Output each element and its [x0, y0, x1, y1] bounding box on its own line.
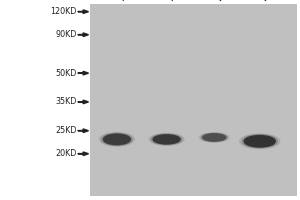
Ellipse shape — [242, 135, 278, 148]
Ellipse shape — [149, 133, 184, 145]
Ellipse shape — [153, 135, 180, 144]
Ellipse shape — [151, 134, 182, 145]
Text: Hela: Hela — [117, 0, 140, 2]
Text: 120KD: 120KD — [50, 7, 76, 16]
Ellipse shape — [99, 132, 134, 146]
Text: Brain: Brain — [214, 0, 239, 2]
Text: 50KD: 50KD — [55, 69, 76, 78]
Text: Brain: Brain — [260, 0, 285, 2]
Ellipse shape — [203, 134, 226, 141]
Ellipse shape — [244, 136, 275, 147]
Text: 25KD: 25KD — [55, 126, 76, 135]
Ellipse shape — [200, 133, 229, 142]
Ellipse shape — [103, 134, 130, 145]
Text: MCF-7: MCF-7 — [167, 0, 195, 2]
Ellipse shape — [240, 134, 280, 149]
Ellipse shape — [101, 133, 132, 145]
Text: 35KD: 35KD — [55, 97, 76, 106]
Ellipse shape — [201, 133, 227, 142]
Text: 20KD: 20KD — [55, 149, 76, 158]
Text: 90KD: 90KD — [55, 30, 76, 39]
